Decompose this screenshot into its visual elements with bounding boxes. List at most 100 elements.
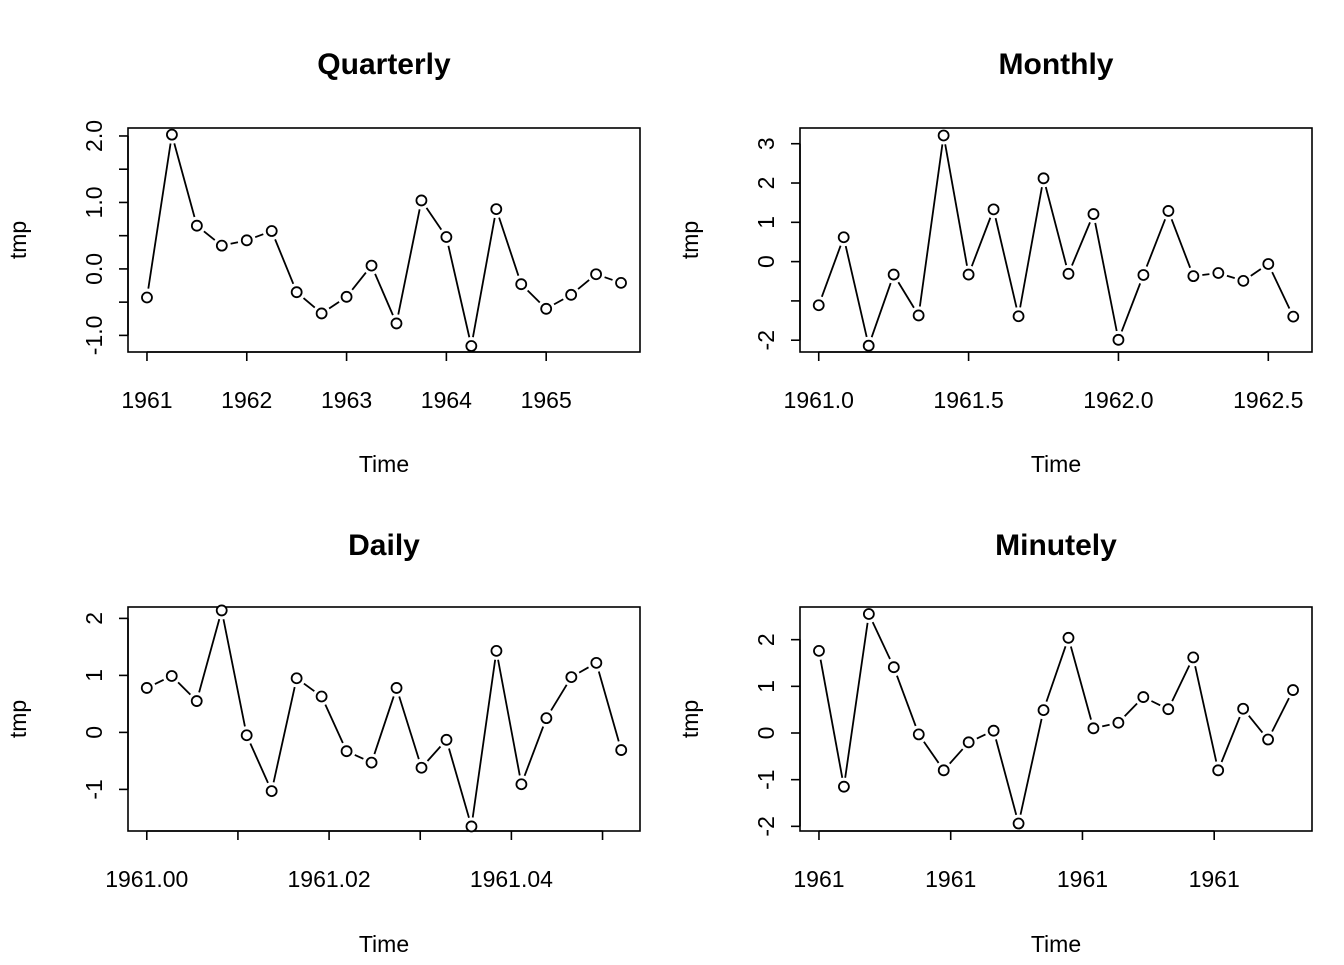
- data-point: [1162, 205, 1175, 217]
- series-line-segment: [222, 619, 246, 727]
- series-line-segment: [272, 686, 296, 783]
- series-line-segment: [1044, 186, 1068, 266]
- plot-frame: [127, 606, 641, 832]
- series-line-segment: [871, 621, 891, 660]
- series-line-segment: [354, 754, 364, 760]
- y-tick-label: 1: [753, 216, 779, 229]
- series-line-segment: [1220, 716, 1241, 763]
- data-point: [165, 670, 178, 682]
- data-point: [1062, 631, 1075, 644]
- series-line-segment: [351, 272, 367, 291]
- series-line-segment: [923, 741, 940, 764]
- series-line-segment: [254, 233, 264, 239]
- series-line-segment: [1248, 715, 1264, 734]
- data-point: [1037, 704, 1050, 717]
- y-tick-label: 1.0: [81, 186, 107, 218]
- y-axis-label: tmp: [5, 700, 31, 738]
- plot-frame: [799, 606, 1313, 832]
- y-tick-label: -1: [81, 779, 107, 799]
- series-line-segment: [1019, 718, 1043, 815]
- y-tick-label: -1.0: [81, 316, 107, 356]
- data-point: [1112, 333, 1125, 346]
- data-point: [987, 724, 1000, 737]
- series-line-segment: [426, 745, 442, 762]
- series-line-segment: [995, 739, 1018, 816]
- panel-minutely: Minutely 1961 1961 1961 1961 -2 -1 0 1 2 Time tmp: [677, 529, 1313, 957]
- data-point: [240, 234, 253, 247]
- data-point: [862, 608, 875, 620]
- data-point: [440, 733, 453, 746]
- series-line-segment: [1019, 186, 1043, 308]
- series-line-segment: [397, 209, 421, 315]
- data-point: [912, 309, 925, 322]
- x-tick-label: 1961.0: [784, 387, 854, 413]
- x-tick-label: 1961.5: [933, 387, 1003, 413]
- x-tick-label: 1961: [793, 866, 844, 892]
- y-axis-label: tmp: [677, 700, 703, 738]
- series-line-segment: [527, 289, 541, 304]
- plot-frame: [799, 127, 1313, 353]
- series-line-segment: [324, 704, 344, 744]
- data-point: [1162, 703, 1175, 716]
- x-tick-label: 1961.00: [105, 866, 188, 892]
- series-line-segment: [177, 681, 192, 696]
- series-line-segment: [302, 297, 316, 309]
- data-point: [365, 756, 378, 769]
- data-point: [838, 780, 850, 793]
- data-point: [887, 661, 900, 674]
- series-line-segment: [1171, 665, 1191, 702]
- series-line-segment: [819, 659, 844, 778]
- series-line-segment: [203, 230, 216, 241]
- chart-title: Minutely: [995, 529, 1117, 562]
- data-point: [340, 745, 353, 758]
- x-tick-label: 1961: [925, 866, 976, 892]
- data-point: [540, 712, 553, 725]
- x-axis-label: Time: [359, 451, 409, 477]
- series-line-segment: [897, 281, 915, 309]
- y-tick-label: -2: [753, 330, 779, 350]
- data-point: [190, 695, 203, 707]
- data-point: [1087, 208, 1100, 220]
- data-point: [290, 672, 303, 685]
- data-point: [515, 278, 528, 291]
- series-line-segment: [844, 245, 868, 338]
- series-line-segment: [173, 143, 196, 218]
- data-point: [937, 129, 950, 142]
- data-point: [390, 682, 403, 694]
- data-point: [215, 604, 228, 617]
- chart-title: Daily: [348, 529, 420, 562]
- data-point: [315, 690, 328, 703]
- data-point: [987, 203, 1000, 216]
- series-line-segment: [1120, 283, 1142, 332]
- series-line-segment: [1145, 218, 1166, 267]
- x-tick-label: 1961: [121, 387, 172, 413]
- series-line-segment: [497, 659, 521, 776]
- series-line-segment: [597, 671, 620, 742]
- series-line-segment: [198, 618, 221, 693]
- data-point: [837, 231, 850, 244]
- data-point: [1012, 310, 1025, 323]
- x-axis-label: Time: [1031, 931, 1081, 957]
- y-tick-label: 0.0: [81, 253, 107, 285]
- data-point: [862, 339, 875, 352]
- series-line-segment: [949, 748, 964, 765]
- series-line-segment: [870, 282, 892, 338]
- data-point: [1037, 172, 1050, 185]
- data-point: [590, 656, 603, 669]
- data-point: [1137, 691, 1150, 703]
- x-tick-label: 1962.0: [1083, 387, 1153, 413]
- chart-title: Monthly: [999, 48, 1114, 81]
- data-point: [365, 259, 378, 272]
- plot-frame: [127, 127, 641, 353]
- series-line-segment: [1271, 697, 1290, 732]
- series-line-segment: [374, 273, 394, 316]
- data-point: [1212, 764, 1225, 777]
- series-line-segment: [820, 245, 842, 298]
- series-line-segment: [944, 144, 968, 266]
- x-axis-label: Time: [359, 931, 409, 957]
- series-line-segment: [896, 675, 917, 727]
- data-point: [1062, 267, 1075, 280]
- series-line-segment: [550, 684, 568, 711]
